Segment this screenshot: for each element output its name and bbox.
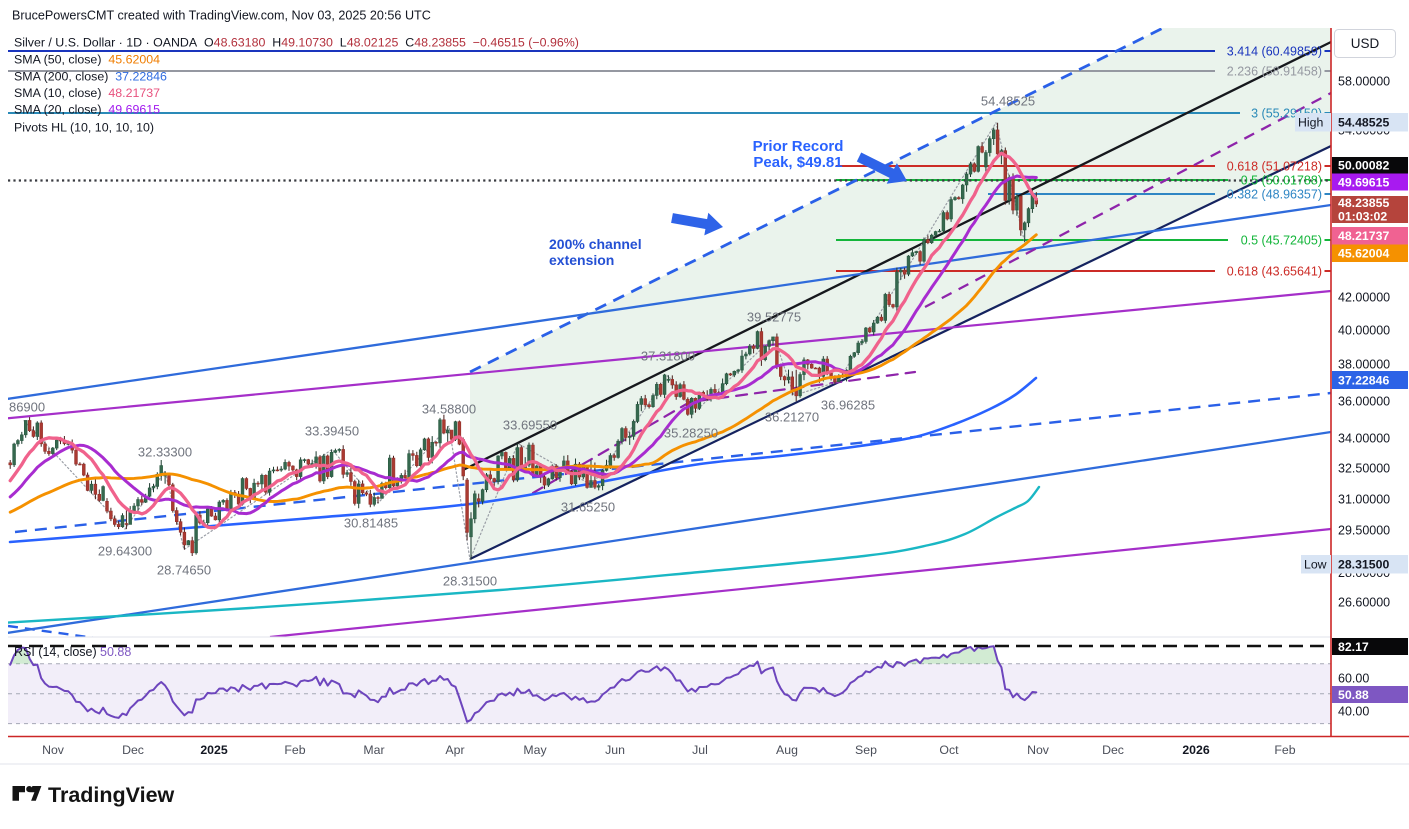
svg-text:RSI (14, close): RSI (14, close) [14, 645, 97, 659]
svg-text:BrucePowersCMT created with Tr: BrucePowersCMT created with TradingView.… [12, 9, 431, 23]
svg-text:Dec: Dec [1102, 743, 1124, 757]
svg-text:SMA (50, close) 45.62004: SMA (50, close) 45.62004 [14, 53, 160, 67]
svg-text:54.48525: 54.48525 [1338, 116, 1389, 130]
svg-text:Sep: Sep [855, 743, 877, 757]
svg-text:37.22846: 37.22846 [1338, 373, 1389, 387]
svg-text:58.00000: 58.00000 [1338, 75, 1390, 89]
svg-text:31.00000: 31.00000 [1338, 493, 1390, 507]
svg-text:45.62004: 45.62004 [1338, 247, 1389, 261]
svg-text:28.74650: 28.74650 [157, 563, 211, 578]
svg-text:3.414 (60.49859): 3.414 (60.49859) [1227, 45, 1322, 59]
svg-text:2026: 2026 [1182, 743, 1210, 757]
svg-text:May: May [523, 743, 547, 757]
svg-text:38.00000: 38.00000 [1338, 358, 1390, 372]
svg-text:35.28250: 35.28250 [664, 426, 718, 441]
svg-text:Dec: Dec [122, 743, 144, 757]
svg-text:0.618 (51.07218): 0.618 (51.07218) [1227, 160, 1322, 174]
svg-text:Oct: Oct [939, 743, 959, 757]
svg-text:Nov: Nov [42, 743, 65, 757]
svg-text:TradingView: TradingView [48, 783, 175, 807]
svg-text:Low: Low [1304, 558, 1327, 572]
svg-text:26.60000: 26.60000 [1338, 596, 1390, 610]
svg-text:49.69615: 49.69615 [1338, 175, 1389, 189]
svg-text:28.31500: 28.31500 [443, 574, 497, 589]
svg-text:Jul: Jul [692, 743, 708, 757]
svg-text:36.96285: 36.96285 [821, 398, 875, 413]
svg-text:48.21737: 48.21737 [1338, 229, 1389, 243]
svg-text:29.64300: 29.64300 [98, 544, 152, 559]
svg-text:Apr: Apr [445, 743, 464, 757]
svg-text:39.52775: 39.52775 [747, 310, 801, 325]
svg-text:34.86900: 34.86900 [0, 400, 45, 415]
svg-text:50.88: 50.88 [1338, 688, 1369, 702]
svg-text:Mar: Mar [363, 743, 384, 757]
svg-text:SMA (200, close) 37.22846: SMA (200, close) 37.22846 [14, 70, 167, 84]
svg-text:2.236 (58.91458): 2.236 (58.91458) [1227, 65, 1322, 79]
svg-text:29.50000: 29.50000 [1338, 524, 1390, 538]
svg-text:Peak, $49.81: Peak, $49.81 [753, 154, 842, 171]
svg-text:50.88: 50.88 [100, 645, 131, 659]
svg-text:0.5 (45.72405): 0.5 (45.72405) [1241, 234, 1322, 248]
svg-text:37.31800: 37.31800 [641, 349, 695, 364]
svg-text:60.00: 60.00 [1338, 672, 1369, 686]
svg-text:32.50000: 32.50000 [1338, 462, 1390, 476]
svg-text:32.33300: 32.33300 [138, 445, 192, 460]
svg-text:Feb: Feb [1274, 743, 1295, 757]
svg-text:Feb: Feb [284, 743, 305, 757]
svg-text:Pivots HL (10, 10, 10, 10): Pivots HL (10, 10, 10, 10) [14, 121, 154, 135]
svg-text:Jun: Jun [605, 743, 625, 757]
svg-text:Nov: Nov [1027, 743, 1050, 757]
svg-text:36.00000: 36.00000 [1338, 395, 1390, 409]
svg-text:2025: 2025 [200, 743, 228, 757]
svg-text:31.65250: 31.65250 [561, 500, 615, 515]
svg-text:48.23855: 48.23855 [1338, 196, 1389, 210]
svg-text:Aug: Aug [776, 743, 798, 757]
svg-text:200% channel: 200% channel [549, 236, 642, 252]
svg-text:34.00000: 34.00000 [1338, 432, 1390, 446]
svg-text:33.39450: 33.39450 [305, 424, 359, 439]
svg-text:82.17: 82.17 [1338, 640, 1369, 654]
svg-text:36.21270: 36.21270 [765, 410, 819, 425]
svg-text:40.00000: 40.00000 [1338, 324, 1390, 338]
svg-text:40.00: 40.00 [1338, 705, 1369, 719]
svg-text:extension: extension [549, 252, 614, 268]
svg-text:0.5 (50.01788): 0.5 (50.01788) [1241, 174, 1322, 188]
svg-text:USD: USD [1351, 36, 1380, 51]
svg-text:50.00082: 50.00082 [1338, 159, 1389, 173]
svg-text:Prior Record: Prior Record [753, 138, 844, 155]
svg-text:34.58800: 34.58800 [422, 402, 476, 417]
svg-text:0.618 (43.65641): 0.618 (43.65641) [1227, 265, 1322, 279]
svg-text:High: High [1298, 116, 1323, 130]
svg-text:33.69550: 33.69550 [503, 418, 557, 433]
svg-text:28.31500: 28.31500 [1338, 558, 1389, 572]
svg-text:0.382 (48.96357): 0.382 (48.96357) [1227, 188, 1322, 202]
svg-text:01:03:02: 01:03:02 [1338, 210, 1387, 224]
svg-text:Silver / U.S. Dollar · 1D · OA: Silver / U.S. Dollar · 1D · OANDA O48.63… [14, 36, 579, 50]
svg-text:42.00000: 42.00000 [1338, 291, 1390, 305]
svg-text:54.48525: 54.48525 [981, 94, 1035, 109]
svg-text:SMA (10, close) 48.21737: SMA (10, close) 48.21737 [14, 86, 160, 100]
svg-text:SMA (20, close) 49.69615: SMA (20, close) 49.69615 [14, 103, 160, 117]
svg-text:30.81485: 30.81485 [344, 516, 398, 531]
